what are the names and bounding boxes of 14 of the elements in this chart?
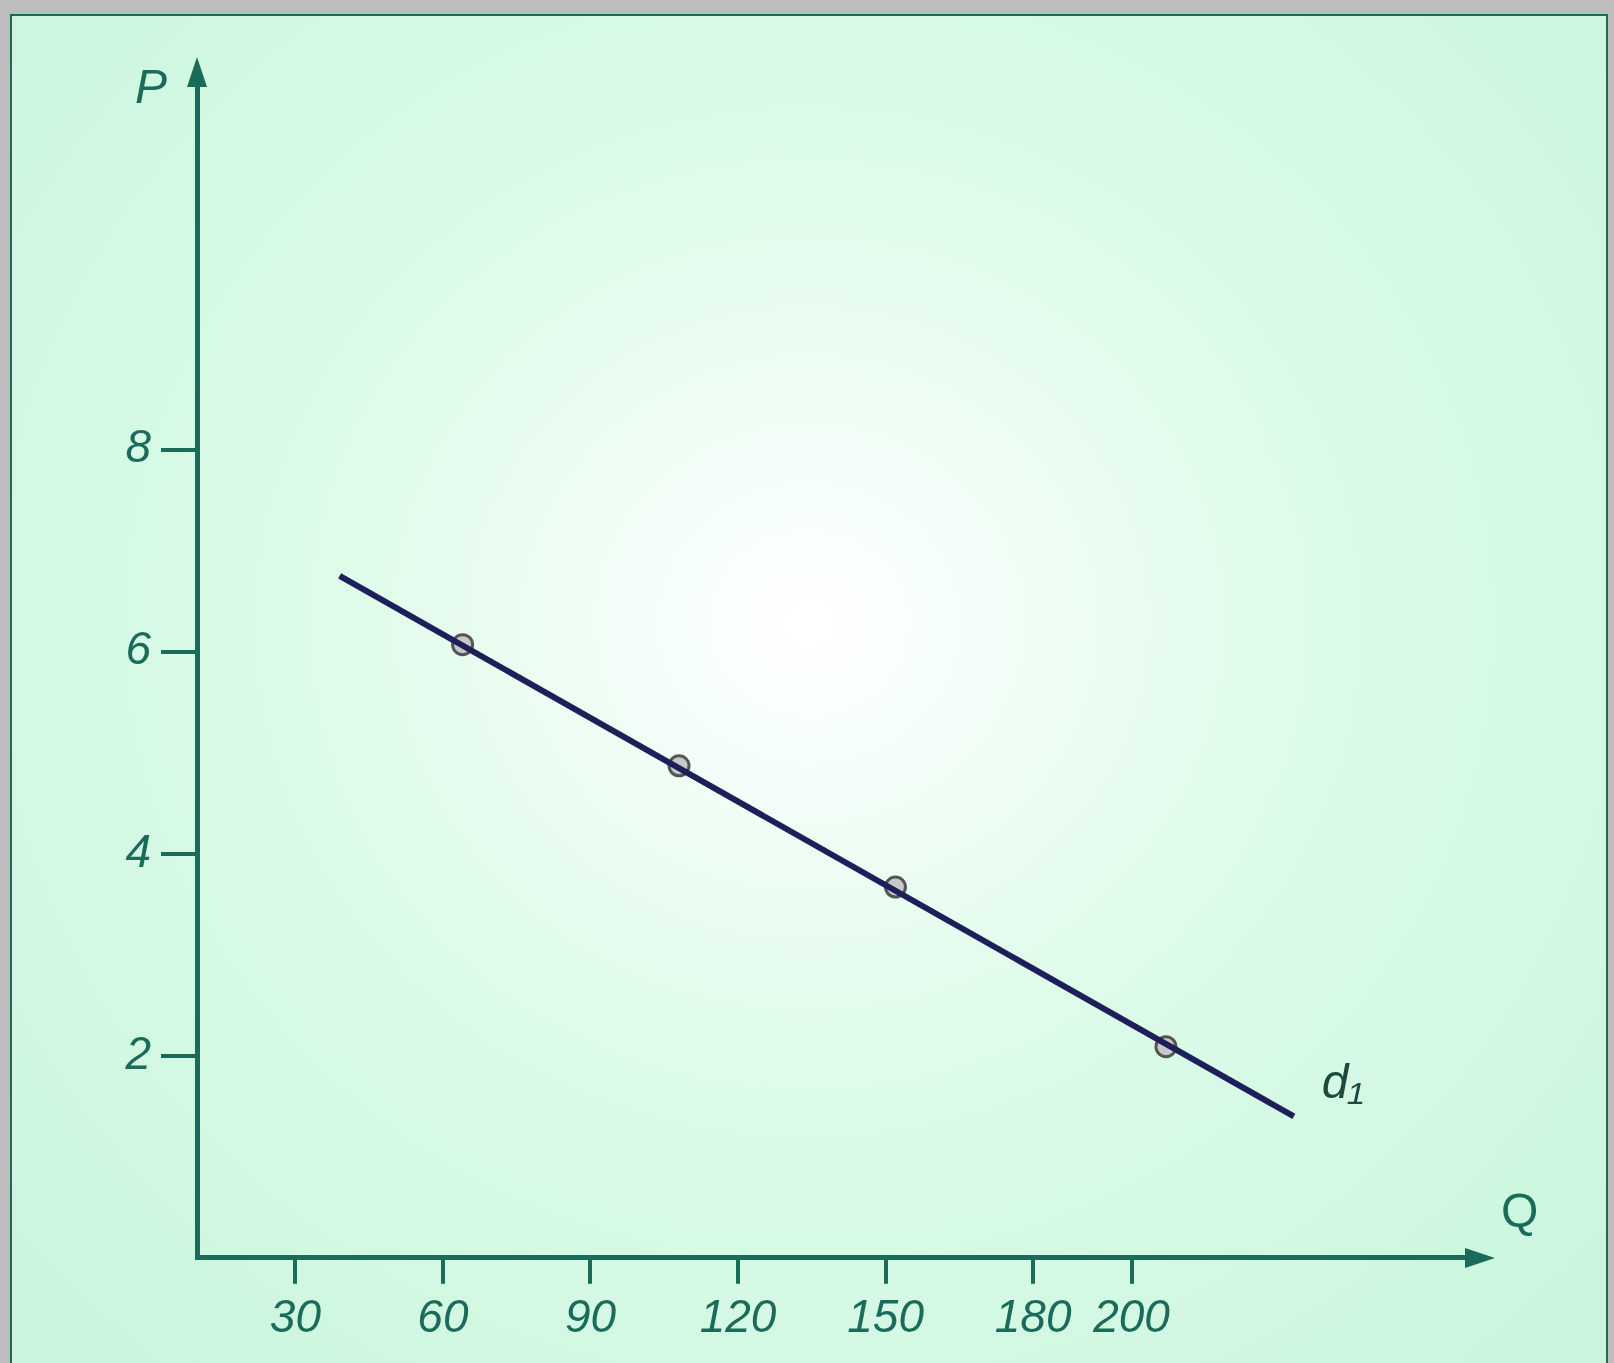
x-tick-label: 150 <box>847 1290 925 1343</box>
x-tick-label: 60 <box>417 1290 469 1343</box>
y-tick-label: 8 <box>125 420 152 473</box>
x-tick-label: 30 <box>269 1290 322 1343</box>
series-label: d₁ <box>1321 1054 1364 1108</box>
y-tick-label: 6 <box>125 622 152 675</box>
x-axis-title: Q <box>1501 1184 1539 1238</box>
x-tick-label: 90 <box>564 1290 617 1343</box>
y-axis-title: P <box>134 60 167 114</box>
x-tick-label: 180 <box>994 1290 1072 1343</box>
y-tick-label: 2 <box>124 1026 151 1079</box>
x-tick-label: 200 <box>1092 1290 1171 1343</box>
x-tick-label: 120 <box>699 1290 777 1343</box>
y-tick-label: 4 <box>125 824 151 877</box>
